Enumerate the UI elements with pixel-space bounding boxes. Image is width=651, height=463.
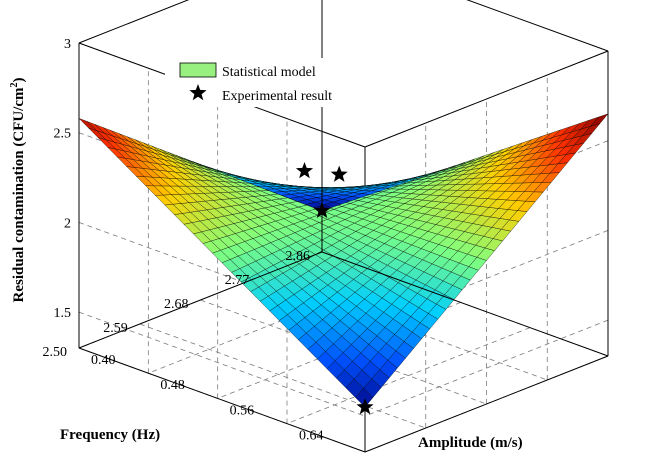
- legend-label-model: Statistical model: [222, 65, 316, 80]
- box-edge: [79, 0, 322, 43]
- x-tick-label: 0.48: [160, 378, 185, 393]
- x-axis-label: Amplitude (m/s): [418, 435, 523, 451]
- x-tick-label: 0.64: [299, 429, 324, 444]
- legend: Statistical model Experimental result: [165, 58, 377, 107]
- z-tick-label: 1.5: [54, 306, 72, 321]
- y-tick-label: 2.59: [103, 321, 128, 336]
- box-edge: [322, 0, 608, 51]
- experimental-point: [296, 162, 313, 178]
- y-axis-label: Frequency (Hz): [60, 427, 160, 443]
- surface-mesh: [79, 114, 608, 407]
- x-tick-label: 0.56: [230, 403, 255, 418]
- z-tick-label: 2.5: [54, 127, 72, 142]
- y-tick-label: 2.86: [286, 249, 311, 264]
- x-tick-label: 0.40: [91, 353, 116, 368]
- legend-patch: [180, 63, 216, 77]
- z-axis-label: Residual contamination (CFU/cm2): [9, 78, 27, 303]
- z-tick-label: 3: [64, 37, 71, 52]
- legend-label-experimental: Experimental result: [222, 89, 332, 104]
- y-tick-label: 2.50: [43, 345, 68, 360]
- y-tick-label: 2.68: [164, 297, 189, 312]
- y-tick-label: 2.77: [225, 273, 250, 288]
- z-tick-label: 2: [64, 216, 71, 231]
- experimental-point: [331, 166, 348, 182]
